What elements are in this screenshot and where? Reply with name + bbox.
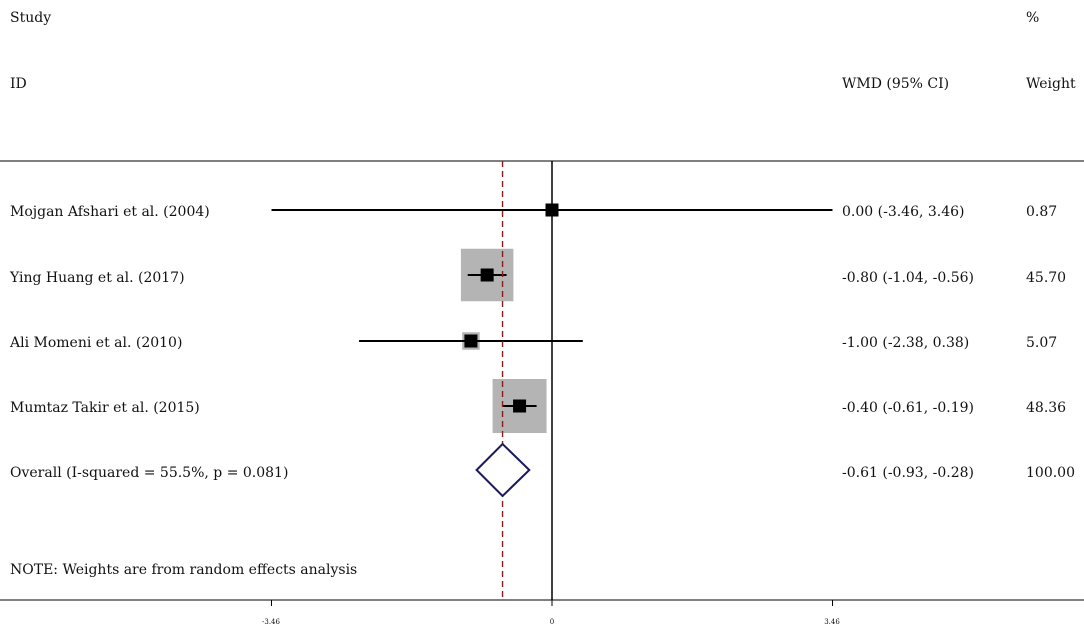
weight-percent-header: % [1026, 10, 1039, 26]
study-weight-text: 48.36 [1026, 400, 1066, 416]
x-tick-label: -3.46 [262, 618, 280, 626]
x-tick-label: 0 [550, 618, 554, 626]
study-column-header: Study [10, 10, 51, 26]
study-label: Ali Momeni et al. (2010) [9, 335, 182, 351]
id-column-header: ID [10, 76, 27, 92]
point-estimate [480, 268, 494, 282]
study-weight-text: 45.70 [1026, 270, 1066, 286]
x-tick-label: 3.46 [824, 618, 840, 626]
effect-column-header: WMD (95% CI) [842, 76, 949, 92]
study-label: Mumtaz Takir et al. (2015) [10, 400, 200, 416]
study-ci-text: -1.00 (-2.38, 0.38) [842, 335, 969, 351]
study-label: Ying Huang et al. (2017) [9, 270, 185, 286]
overall-ci-text: -0.61 (-0.93, -0.28) [842, 465, 974, 481]
study-weight-text: 5.07 [1026, 335, 1057, 351]
point-estimate [464, 334, 478, 348]
note-text: NOTE: Weights are from random effects an… [10, 562, 357, 578]
study-ci-text: -0.80 (-1.04, -0.56) [842, 270, 974, 286]
point-estimate [545, 203, 559, 217]
overall-label: Overall (I-squared = 55.5%, p = 0.081) [10, 465, 288, 481]
study-label: Mojgan Afshari et al. (2004) [10, 204, 210, 220]
study-weight-text: 0.87 [1026, 204, 1057, 220]
overall-diamond [475, 442, 531, 498]
study-ci-text: -0.40 (-0.61, -0.19) [842, 400, 974, 416]
overall-weight-text: 100.00 [1026, 465, 1075, 481]
weight-column-header: Weight [1026, 76, 1076, 92]
study-ci-text: 0.00 (-3.46, 3.46) [842, 204, 965, 220]
plot-marks [271, 161, 833, 606]
point-estimate [513, 399, 527, 413]
